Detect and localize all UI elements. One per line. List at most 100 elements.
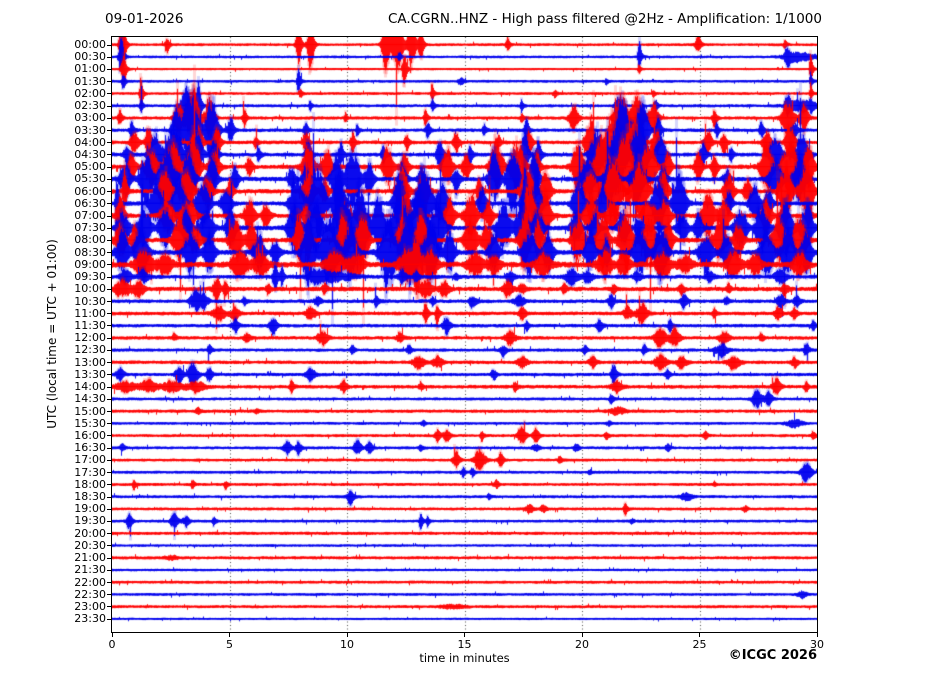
y-tick-mark <box>107 117 112 119</box>
y-tick-label: 22:00 <box>74 575 106 589</box>
y-tick-label: 07:00 <box>74 209 106 223</box>
y-tick-mark <box>107 252 112 254</box>
y-tick-label: 04:00 <box>74 135 106 149</box>
y-tick-mark <box>107 325 112 327</box>
x-tick-mark <box>346 632 348 637</box>
y-tick-label: 16:30 <box>74 441 106 455</box>
y-tick-label: 01:30 <box>74 74 106 88</box>
y-tick-label: 21:00 <box>74 551 106 565</box>
x-tick-label: 0 <box>108 638 116 651</box>
y-tick-mark <box>107 496 112 498</box>
y-tick-mark <box>107 313 112 315</box>
y-tick-label: 15:00 <box>74 404 106 418</box>
y-tick-label: 08:00 <box>74 233 106 247</box>
y-tick-label: 11:30 <box>74 318 106 332</box>
y-tick-label: 11:00 <box>74 306 106 320</box>
y-tick-label: 02:00 <box>74 86 106 100</box>
y-tick-label: 23:30 <box>74 612 106 626</box>
y-tick-label: 09:00 <box>74 257 106 271</box>
y-tick-mark <box>107 349 112 351</box>
y-tick-mark <box>107 215 112 217</box>
y-tick-label: 03:00 <box>74 111 106 125</box>
y-tick-mark <box>107 569 112 571</box>
plot-title: CA.CGRN..HNZ - High pass filtered @2Hz -… <box>387 11 822 27</box>
y-tick-mark <box>107 178 112 180</box>
y-tick-mark <box>107 435 112 437</box>
y-tick-mark <box>107 606 112 608</box>
y-tick-mark <box>107 227 112 229</box>
y-tick-label: 10:30 <box>74 294 106 308</box>
y-tick-label: 03:30 <box>74 123 106 137</box>
y-tick-label: 21:30 <box>74 563 106 577</box>
y-tick-label: 00:00 <box>74 38 106 51</box>
y-tick-label: 19:00 <box>74 502 106 516</box>
y-tick-mark <box>107 459 112 461</box>
y-tick-label: 02:30 <box>74 99 106 113</box>
x-tick-mark <box>699 632 700 637</box>
y-tick-mark <box>107 594 112 596</box>
y-tick-mark <box>107 154 112 156</box>
y-tick-label: 12:00 <box>74 331 106 345</box>
y-tick-label: 14:00 <box>74 380 106 394</box>
x-tick-mark <box>816 632 818 637</box>
y-tick-label: 14:30 <box>74 392 106 406</box>
plot-area <box>111 36 818 633</box>
y-tick-label: 19:30 <box>74 514 106 528</box>
y-tick-mark <box>107 130 112 132</box>
x-tick-mark <box>229 632 230 637</box>
copyright-text: ©ICGC 2026 <box>728 648 817 663</box>
y-tick-mark <box>107 166 112 168</box>
y-tick-mark <box>107 374 112 376</box>
y-tick-mark <box>107 484 112 486</box>
y-tick-label: 18:30 <box>74 490 106 504</box>
seismogram-canvas <box>112 37 817 632</box>
y-tick-label: 09:30 <box>74 270 106 284</box>
y-tick-mark <box>107 44 112 46</box>
y-tick-mark <box>107 520 112 522</box>
y-tick-label: 13:30 <box>74 367 106 381</box>
y-tick-mark <box>107 93 112 95</box>
y-tick-mark <box>107 472 112 474</box>
x-axis-label: time in minutes <box>419 651 510 665</box>
y-tick-label: 12:30 <box>74 343 106 357</box>
y-tick-mark <box>107 191 112 193</box>
plot-date: 09-01-2026 <box>105 11 184 27</box>
y-tick-mark <box>107 545 112 547</box>
y-tick-mark <box>107 423 112 425</box>
x-tick-label: 25 <box>692 638 707 651</box>
y-tick-mark <box>107 81 112 83</box>
y-tick-mark <box>107 264 112 266</box>
y-tick-label: 17:30 <box>74 465 106 479</box>
y-tick-label: 23:00 <box>74 599 106 613</box>
y-tick-label: 08:30 <box>74 245 106 259</box>
y-tick-mark <box>107 398 112 400</box>
y-tick-label: 22:30 <box>74 587 106 601</box>
y-tick-mark <box>107 337 112 339</box>
y-tick-label: 04:30 <box>74 147 106 161</box>
y-tick-mark <box>107 288 112 290</box>
x-tick-mark <box>111 632 113 637</box>
y-tick-label: 15:30 <box>74 416 106 430</box>
y-tick-mark <box>107 362 112 364</box>
x-tick-mark <box>581 632 583 637</box>
x-tick-label: 15 <box>457 638 472 651</box>
y-tick-mark <box>107 618 112 620</box>
y-tick-label: 20:00 <box>74 526 106 540</box>
y-tick-label: 16:00 <box>74 428 106 442</box>
y-tick-mark <box>107 411 112 412</box>
y-tick-mark <box>107 56 112 58</box>
y-axis-label: UTC (local time = UTC + 01:00) <box>45 239 59 429</box>
y-tick-label: 07:30 <box>74 221 106 235</box>
x-tick-label: 30 <box>810 638 824 651</box>
y-tick-mark <box>107 203 112 205</box>
y-tick-label: 00:30 <box>74 50 106 64</box>
y-tick-mark <box>107 276 112 278</box>
y-tick-label: 17:00 <box>74 453 106 467</box>
y-tick-label: 10:00 <box>74 282 106 296</box>
y-tick-label: 13:00 <box>74 355 106 369</box>
y-tick-mark <box>107 533 112 535</box>
y-tick-mark <box>107 142 112 144</box>
y-tick-mark <box>107 582 112 584</box>
y-tick-label: 20:30 <box>74 538 106 552</box>
